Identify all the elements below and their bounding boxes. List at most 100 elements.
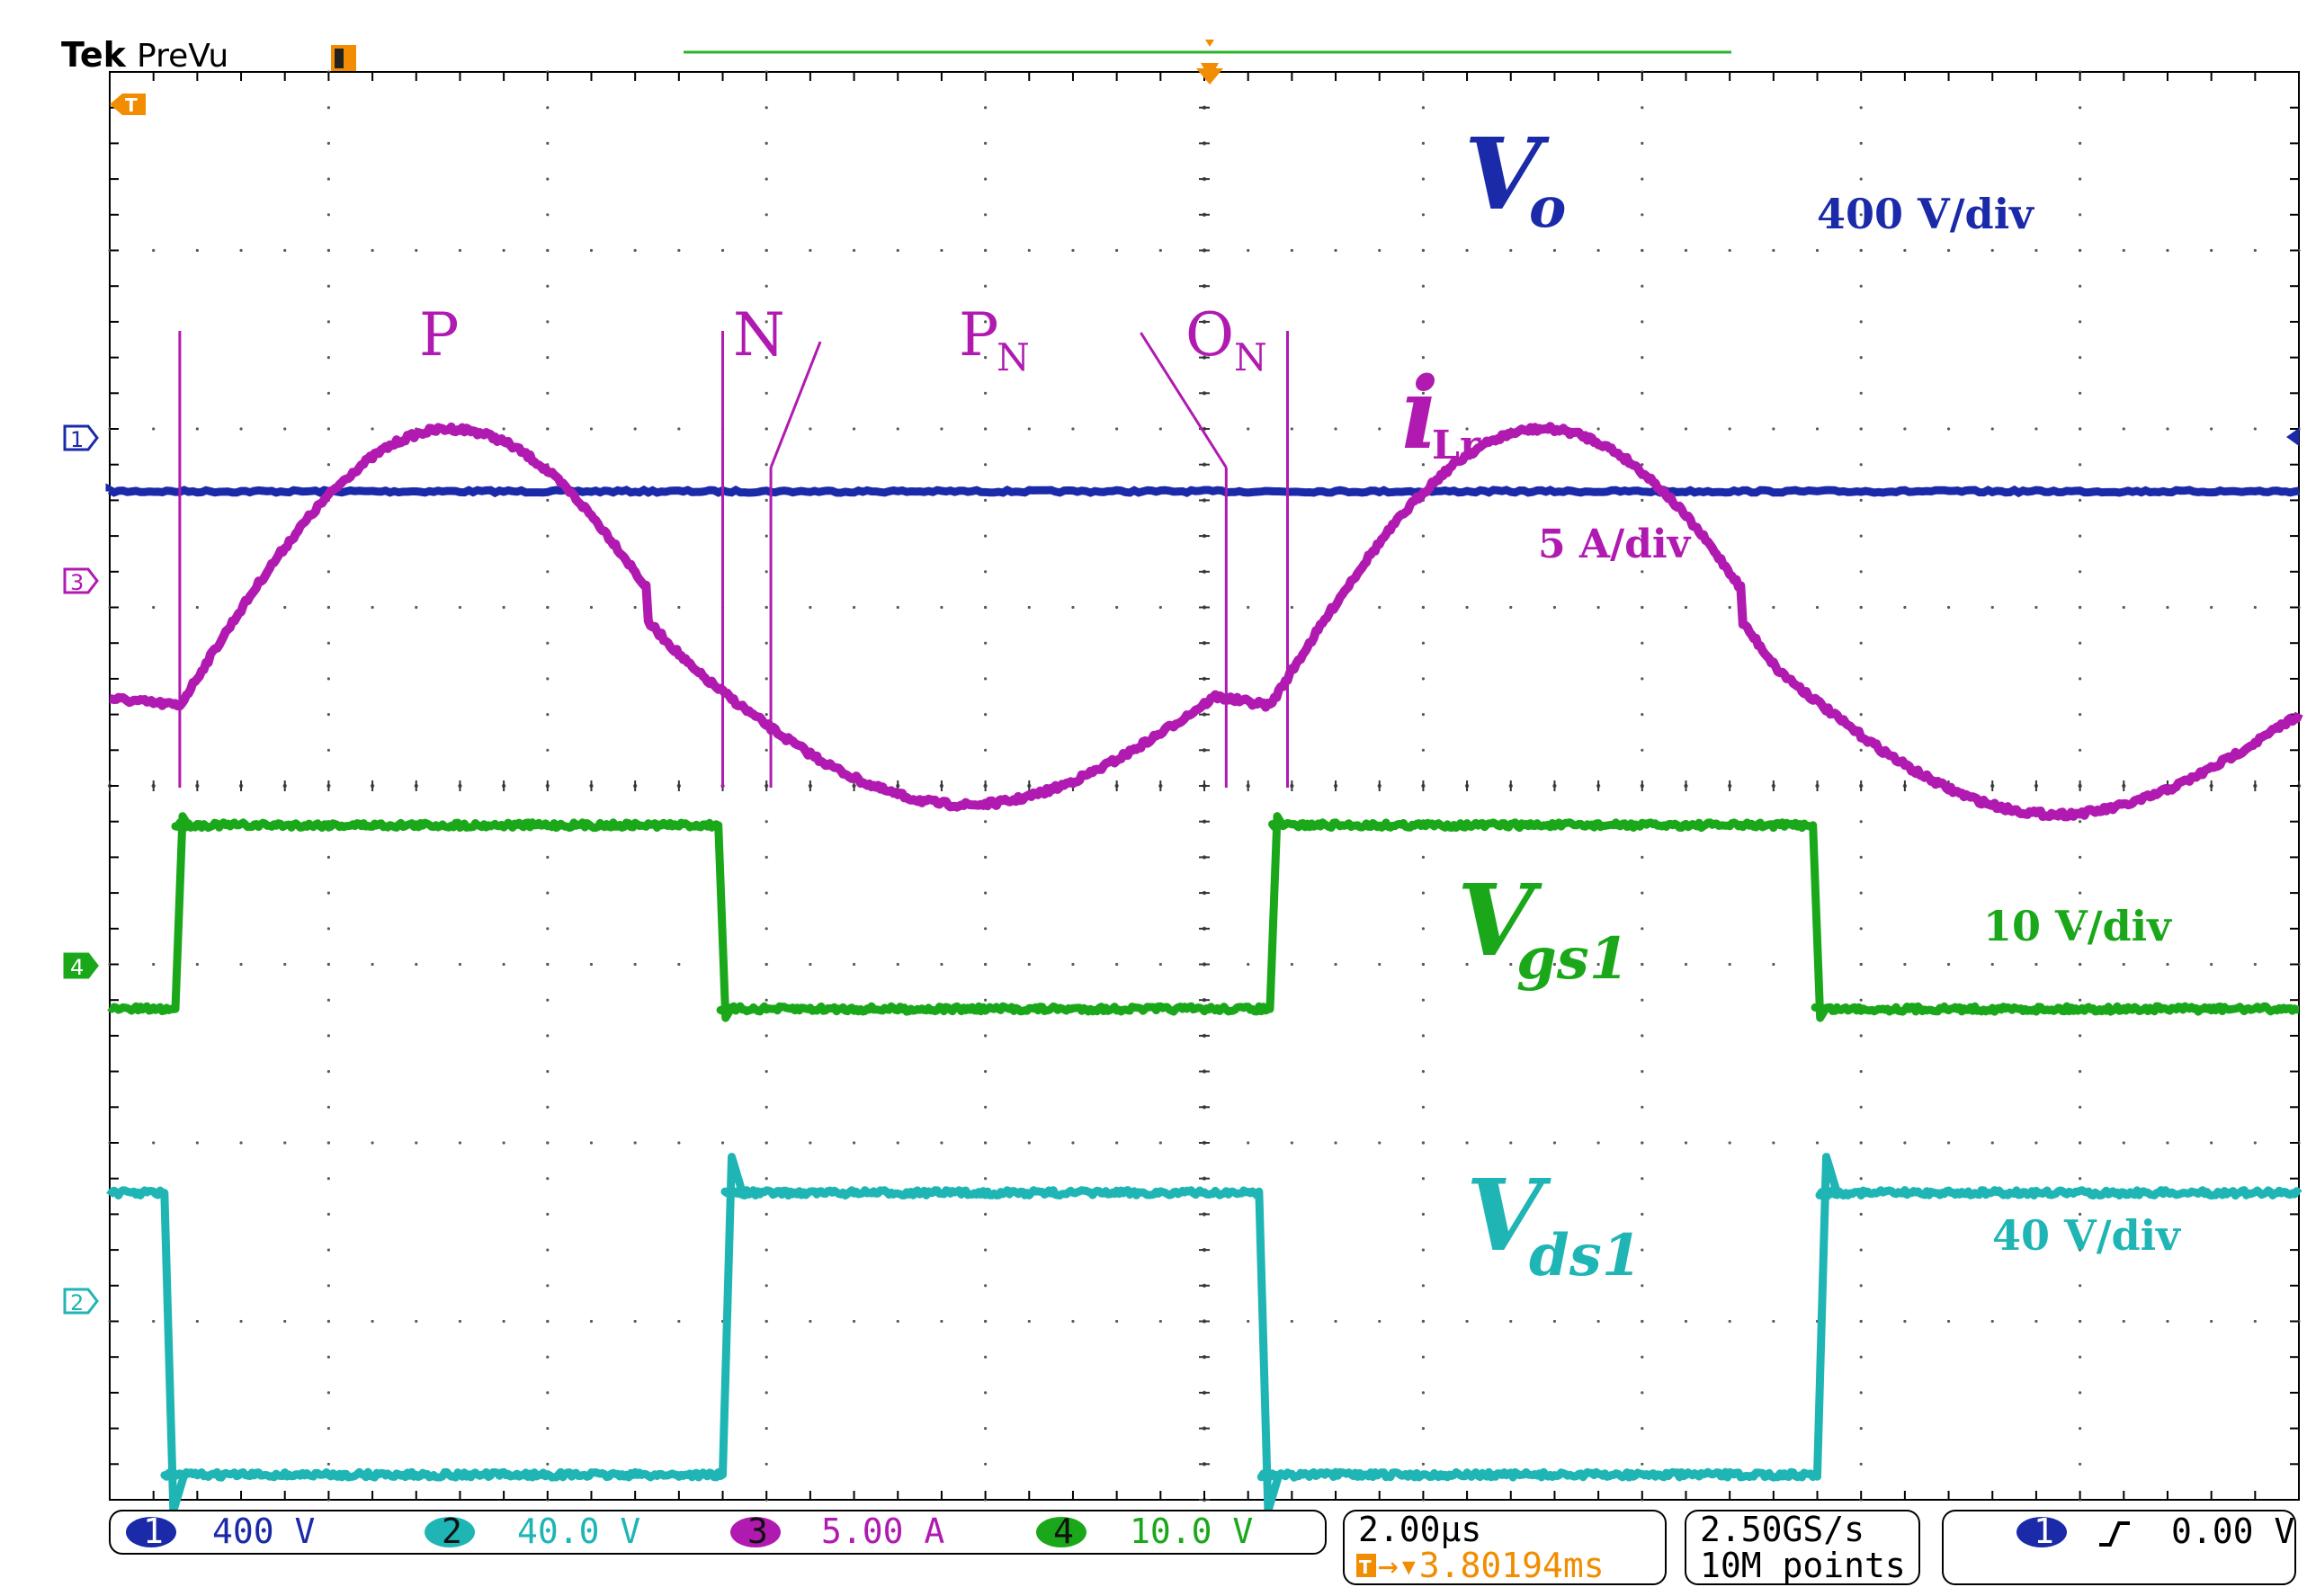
grid-dot [283,248,287,253]
grid-dot [1421,1284,1425,1288]
grid-dot [633,962,637,967]
grid-dot [1641,1284,1644,1288]
grid-dot [326,356,330,360]
ch1-readout[interactable]: 1 400 V [126,1511,315,1551]
svg-text:N: N [1234,335,1267,379]
grid-dot [326,141,330,145]
grid-dot [1641,498,1644,503]
grid-dot [2166,605,2169,610]
grid-dot [1421,356,1425,360]
grid-dot [809,1141,812,1145]
grid-dot [1641,1212,1644,1216]
svg-text:P: P [959,300,998,370]
grid-dot [1903,248,1907,253]
grid-dot [1815,248,1820,253]
grid-dot [1421,427,1425,431]
grid-dot [1641,141,1644,145]
grid-dot [546,677,550,681]
grid-dot [195,248,199,253]
grid-dot [765,1427,768,1431]
grid-dot [2079,534,2082,538]
ch4-readout[interactable]: 4 10.0 V [1036,1511,1253,1551]
grid-dot [720,248,725,253]
record-length-readout: 10M points [1700,1546,1906,1585]
grid-dot [1465,427,1469,431]
grid-dot [1378,1319,1382,1324]
acquisition-panel[interactable] [1685,1510,1920,1585]
grid-dot [1552,1141,1557,1145]
grid-dot [1641,641,1644,645]
grid-dot [1290,1319,1293,1324]
svg-text:4: 4 [70,955,84,980]
svg-text:ds1: ds1 [1529,1222,1641,1289]
rising-edge-icon [2099,1521,2130,1547]
grid-dot [195,962,199,967]
grid-dot [1421,641,1425,645]
grid-dot [415,962,418,967]
trigger-time-marker-icon [1196,68,1223,85]
grid-dot [765,605,768,610]
grid-dot [2210,962,2213,967]
grid-dot [984,1319,988,1324]
grid-dot [1158,1319,1162,1324]
grid-dot [546,962,550,967]
grid-dot [2079,177,2082,181]
grid-dot [984,534,988,538]
grid-dot [984,1177,988,1181]
grid-dot [2166,1141,2169,1145]
grid-dot [1859,106,1863,110]
grid-dot [1421,1070,1425,1074]
grid-dot [1158,1141,1162,1145]
grid-dot [326,713,330,717]
grid-dot [1421,998,1425,1002]
grid-dot [2079,1355,2082,1359]
grid-dot [984,391,988,395]
region-on-label: O N [1185,300,1267,379]
grid-dot [326,391,330,395]
grid-dot [896,248,899,253]
grid-dot [677,605,681,610]
grid-dot [283,1319,287,1324]
grid-dot [1421,1391,1425,1395]
grid-dot [195,1319,199,1324]
grid-dot [1772,962,1775,967]
grid-dot [546,248,550,253]
mode-region-lines [178,331,1289,788]
grid-dot [2079,1034,2082,1038]
grid-dot [940,1141,943,1145]
grid-dot [1859,534,1863,538]
grid-dot [1027,1319,1031,1324]
grid-dot [1990,1141,1994,1145]
grid-dot [1728,1141,1731,1145]
grid-dot [2079,1427,2082,1431]
grid-dot [940,1319,943,1324]
grid-dot [1027,1141,1031,1145]
grid-dot [326,1034,330,1038]
grid-dot [765,284,768,288]
grid-dot [2253,605,2257,610]
grid-dot [1641,177,1644,181]
grid-dot [1421,213,1425,217]
grid-dot [1859,1391,1863,1395]
grid-dot [1859,677,1863,681]
grid-dot [1859,641,1863,645]
timebase-panel[interactable] [1343,1510,1667,1585]
grid-dot [1684,1319,1688,1324]
grid-dot [1684,248,1688,253]
grid-dot [1421,605,1425,610]
grid-dot [546,1141,550,1145]
grid-dot [1859,713,1863,717]
grid-dot [326,677,330,681]
grid-dot [2079,713,2082,717]
grid-dot [852,248,856,253]
grid-dot [326,641,330,645]
grid-dot [1552,1319,1557,1324]
grid-dot [2079,213,2082,217]
grid-dot [415,248,418,253]
grid-dot [765,213,768,217]
grid-dot [1421,1248,1425,1252]
acquisition-mode-label: PreVu [137,38,228,75]
ch3-readout[interactable]: 3 5.00 A [730,1511,944,1551]
grid-dot [1290,427,1293,431]
ch2-readout[interactable]: 2 40.0 V [425,1511,640,1551]
